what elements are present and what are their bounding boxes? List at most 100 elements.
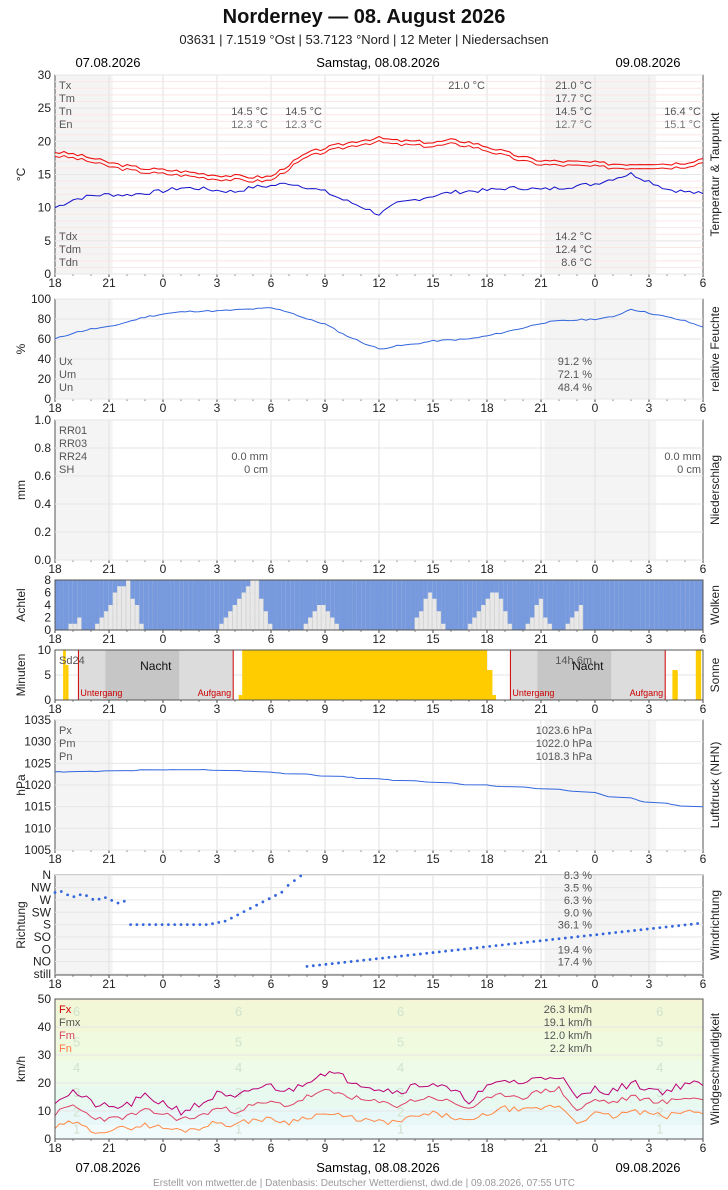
page-title: Norderney — 08. August 2026 <box>222 6 506 28</box>
cloud-bar <box>370 580 375 630</box>
wind-dir-point <box>173 923 177 927</box>
x-tick-label: 9 <box>322 562 329 576</box>
wind-dir-point <box>122 899 126 903</box>
legend-fn: Fn <box>59 1043 72 1055</box>
cloud-bar <box>148 580 153 630</box>
wind-dir-point <box>318 963 321 967</box>
cloud-bar <box>347 580 353 630</box>
x-tick-label: 12 <box>372 632 386 646</box>
beaufort-mark: 6 <box>235 1004 242 1019</box>
x-tick-label: 0 <box>160 401 167 415</box>
y-tick-label: S <box>43 918 51 932</box>
wind-dir-point <box>59 890 63 893</box>
y-tick-label: 0 <box>44 267 51 281</box>
wind-fx-line <box>54 1070 704 1116</box>
wind-dir-point <box>608 931 611 935</box>
cloud-bar <box>543 580 548 618</box>
wind-dir-point <box>324 962 328 966</box>
cloud-bar <box>112 580 118 593</box>
wind-dir-point <box>526 940 529 944</box>
cloud-bar <box>339 580 344 630</box>
cloud-bar <box>330 580 335 618</box>
wind-dir-point <box>412 953 416 957</box>
cloud-bar <box>281 580 286 630</box>
px-value: 1023.6 hPa <box>536 725 593 737</box>
sunset-label: Untergang <box>512 688 554 698</box>
x-tick-label: 6 <box>700 702 707 716</box>
y-tick-label: 1030 <box>24 735 51 749</box>
panel-3: 18 21 0 3 6 9 12 15 18 21 0 3 6 0.0 0.2 0.4 0.6 0.8 1.0 mm N… <box>14 413 722 576</box>
beaufort-mark: 3 <box>656 1085 663 1100</box>
beaufort-mark: 4 <box>73 1060 80 1075</box>
wind-dir-point <box>664 925 668 929</box>
beaufort-mark: 5 <box>235 1035 242 1050</box>
cloud-bar <box>223 580 229 618</box>
legend-px: Px <box>59 725 72 737</box>
cloud-bar <box>152 580 158 630</box>
beaufort-mark: 1 <box>656 1121 663 1136</box>
legend-rr24: RR24 <box>59 451 87 463</box>
x-tick-label: 9 <box>322 702 329 716</box>
wind-dir-point <box>356 959 359 963</box>
cloud-bar <box>374 580 379 630</box>
x-tick-label: 9 <box>322 977 329 991</box>
day2-en: 12.7 °C <box>555 119 592 131</box>
wind-dir-point <box>614 931 618 934</box>
y-tick-label: 10 <box>38 201 52 215</box>
beaufort-zone <box>55 1001 703 1033</box>
x-tick-label: 9 <box>322 276 329 290</box>
wind-dir-point <box>286 884 290 887</box>
legend-tx: Tx <box>59 80 72 92</box>
cloud-bar <box>379 580 384 630</box>
legend-tdx: Tdx <box>59 231 78 243</box>
y-tick-label: W <box>40 893 52 907</box>
cloud-bar <box>667 580 672 630</box>
x-tick-label: 0 <box>160 276 167 290</box>
cloud-bar <box>556 580 561 630</box>
cloud-bar <box>179 580 184 630</box>
cloud-bar <box>583 580 588 630</box>
cloud-bar <box>134 580 140 605</box>
cloud-bar <box>392 580 397 630</box>
beaufort-mark: 2 <box>397 1105 404 1120</box>
wind-dir-point <box>475 946 479 950</box>
cloud-bar <box>72 580 78 624</box>
beaufort-mark: 3 <box>235 1085 242 1100</box>
x-tick-label: 12 <box>372 401 386 415</box>
x-tick-label: 3 <box>214 977 221 991</box>
y-tick-label: 0.6 <box>34 469 51 483</box>
beaufort-zone <box>55 1085 703 1109</box>
wind-dir-point <box>570 935 573 939</box>
x-tick-label: 0 <box>592 562 599 576</box>
legend-sh: SH <box>59 464 74 476</box>
x-tick-label: 18 <box>48 1141 62 1155</box>
beaufort-mark: 1 <box>73 1121 80 1136</box>
cloud-bar <box>503 580 508 612</box>
legend-sd24: Sd24 <box>59 655 85 667</box>
temp-line <box>54 135 704 179</box>
wind-dir-point <box>217 920 221 924</box>
wind-dir-point <box>116 901 120 905</box>
night-shade <box>544 420 657 560</box>
cloud-bar <box>157 580 162 630</box>
y-tick-label: 30 <box>38 68 52 82</box>
wind-dir-point <box>242 910 246 914</box>
wind-dir-share: 8.3 % <box>564 870 592 882</box>
cloud-bar <box>68 580 73 624</box>
x-tick-label: 6 <box>700 562 707 576</box>
cloud-bar <box>525 580 530 624</box>
x-tick-label: 0 <box>592 852 599 866</box>
x-tick-label: 6 <box>268 977 275 991</box>
cloud-bar <box>578 580 584 605</box>
x-tick-label: 18 <box>480 632 494 646</box>
x-tick-label: 6 <box>700 977 707 991</box>
wind-dir-point <box>337 961 340 965</box>
x-tick-label: 3 <box>646 852 653 866</box>
cloud-bar <box>587 580 593 630</box>
y-tick-label: 5 <box>44 668 51 682</box>
wind-dir-point <box>66 893 69 897</box>
cloud-bar <box>263 580 269 612</box>
beaufort-zone <box>55 1032 703 1061</box>
